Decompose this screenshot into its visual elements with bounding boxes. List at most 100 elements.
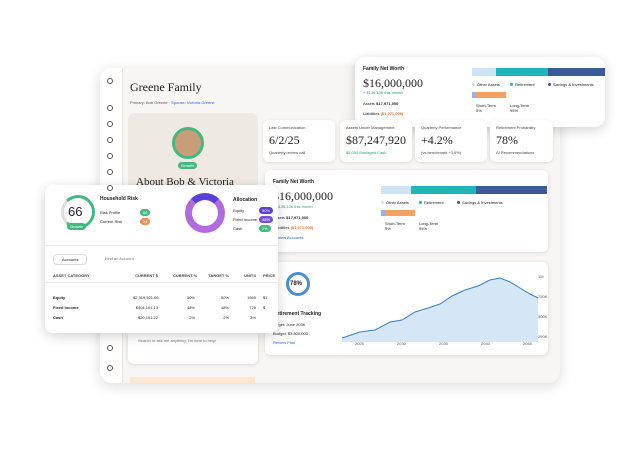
table-cell: 48% xyxy=(220,305,229,310)
assistant-placeholder: Search or ask me anything, I'm here to h… xyxy=(138,338,217,343)
net-worth-card: Family Net Worth $16,000,000 + $136,136 … xyxy=(265,170,548,252)
liabilities: ($1,971,000) xyxy=(380,111,404,116)
table-cell: 50% xyxy=(186,295,195,300)
table-cell: $20,151.22 xyxy=(137,315,158,320)
nav-icon[interactable] xyxy=(107,137,113,143)
liab-label: Liabilities xyxy=(273,225,290,230)
nav-icon[interactable] xyxy=(107,169,113,175)
legend-dot xyxy=(419,201,422,204)
assets: $17,971,000 xyxy=(286,215,309,220)
bottom-strip xyxy=(130,377,255,383)
card-label: Assets Under Management xyxy=(346,125,395,130)
legend-dot xyxy=(472,83,475,86)
nav-icon[interactable] xyxy=(107,121,113,127)
term-seg xyxy=(476,92,506,98)
popup-value: $16,000,000 xyxy=(363,76,423,90)
liabilities: ($1,971,000) xyxy=(290,225,314,230)
risk-label: Current Risk xyxy=(100,219,123,224)
area xyxy=(342,278,538,342)
term-label: Short-Term xyxy=(385,221,405,226)
bar-segment xyxy=(410,186,476,194)
metric-card: Retirement Probability 78% AI Recommendati… xyxy=(490,120,553,162)
legend-label: Savings & Investments xyxy=(462,200,503,205)
area-chart xyxy=(341,277,539,342)
card-note: (vs benchmark +3.6%) xyxy=(421,150,462,155)
risk-badge: Growth xyxy=(67,223,86,230)
retire-target: Target: June 2036 xyxy=(273,322,306,327)
legend-label: Retirement xyxy=(515,82,535,87)
y-tick-label: 500K xyxy=(538,314,548,319)
assets-label: Assets xyxy=(273,215,286,220)
bar-segment xyxy=(547,68,605,76)
card-value: 6/2/25 xyxy=(269,133,300,147)
popup-change: + $136,136 this month xyxy=(363,90,403,95)
x-tick-label: 2035 xyxy=(439,341,448,346)
nav-icon[interactable] xyxy=(107,185,113,191)
alloc-label: Equity xyxy=(233,208,245,213)
table-cell: $404,101.13 xyxy=(135,305,158,310)
profile-badge: Growth xyxy=(178,162,197,169)
page-title: Greene Family xyxy=(130,80,202,94)
review-accounts[interactable]: Review Accounts xyxy=(273,235,304,240)
risk-title: Household Risk xyxy=(100,196,138,202)
primary-name: Primary: Bob Greene xyxy=(130,100,168,105)
nav-icon[interactable] xyxy=(107,78,113,84)
table-rule xyxy=(45,282,278,283)
nw-title: Family Net Worth xyxy=(273,179,315,185)
area-line xyxy=(341,277,539,339)
table-cell: 50% xyxy=(220,295,229,300)
legend-dot xyxy=(381,201,384,204)
term-seg xyxy=(381,210,385,216)
legend-label: Retirement xyxy=(424,200,444,205)
nav-icon[interactable] xyxy=(107,105,113,111)
nav-icon[interactable] xyxy=(107,365,113,371)
risk-pill: 54 xyxy=(140,218,151,225)
risk-label: Risk Profile xyxy=(100,210,121,215)
table-cell: Cash xyxy=(53,315,63,320)
term-seg xyxy=(385,210,415,216)
assets: $17,971,000 xyxy=(376,101,399,106)
retire-ring xyxy=(286,272,310,296)
table-cell: $2,319,521.66 xyxy=(133,295,159,300)
card-note: $5,000 Managed Cash xyxy=(346,150,387,155)
assistant-box: Search or ask me anything, I'm here to h… xyxy=(128,328,258,364)
account-search[interactable]: Find an Account xyxy=(105,256,134,261)
table-cell: 2% xyxy=(223,315,229,320)
card-note: AI Recommendations xyxy=(496,150,535,155)
table-header: UNITS xyxy=(244,273,256,278)
nav-icon[interactable] xyxy=(107,153,113,159)
table-cell: 725 xyxy=(249,305,256,310)
y-tick-label: 750K xyxy=(538,294,548,299)
table-cell: Fixed Income xyxy=(53,305,79,310)
table-cell: $1 xyxy=(263,295,268,300)
nw-change: + $136,136 this month xyxy=(273,204,313,209)
table-cell: 48% xyxy=(186,305,195,310)
legend-dot xyxy=(457,201,460,204)
nav-icon[interactable] xyxy=(107,345,113,351)
legend-dot xyxy=(548,83,551,86)
review-plan[interactable]: Review Plan xyxy=(273,340,296,345)
table-cell: Equity xyxy=(53,295,66,300)
donut xyxy=(185,193,225,233)
table-header: PRICE xyxy=(263,273,276,278)
table-cell: 3% xyxy=(250,315,256,320)
legend-label: Savings & Investments xyxy=(553,82,594,87)
table-cell: 1565 xyxy=(247,295,256,300)
accounts-dropdown[interactable]: Accounts xyxy=(53,254,88,265)
retire-title: Retirement Tracking xyxy=(273,311,322,317)
net-worth-popup: Family Net Worth $16,000,000 + $136,136 … xyxy=(355,57,605,127)
alloc-label: Fixed Income xyxy=(233,217,258,222)
spouse-name: Spouse: Victoria Greene xyxy=(171,100,215,105)
table-header: CURRENT % xyxy=(173,273,198,278)
popup-title: Family Net Worth xyxy=(363,66,405,72)
risk-pill: 66 xyxy=(140,209,151,216)
card-note: Quarterly review call xyxy=(269,150,306,155)
card-value: +4.2% xyxy=(421,133,453,147)
metric-card: Quarterly Performance +4.2% (vs benchmark … xyxy=(415,120,487,162)
x-tick-label: 2025 xyxy=(355,341,364,346)
card-label: Quarterly Performance xyxy=(421,125,462,130)
y-tick-label: 1M xyxy=(538,274,544,279)
alloc-title: Allocation xyxy=(233,197,258,203)
legend-dot xyxy=(510,83,513,86)
y-tick-label: 250K xyxy=(538,334,548,339)
